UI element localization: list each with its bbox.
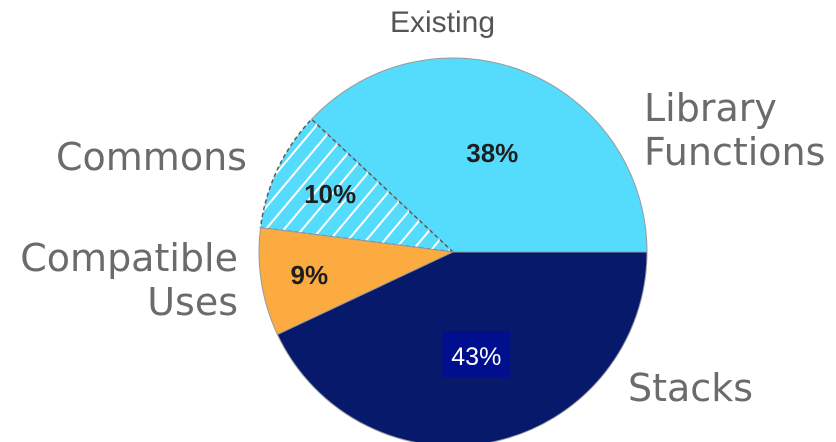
- slice-label-line: Uses: [147, 280, 238, 324]
- pie-slice-library-functions: [310, 57, 648, 253]
- slice-label-commons: Commons: [56, 135, 247, 179]
- slice-label-line: Functions: [644, 130, 826, 174]
- slice-label-stacks: Stacks: [628, 366, 753, 410]
- pie-slice-compatible-uses: [258, 227, 455, 336]
- pie-value-labels: 38% 10% 9% 43%: [291, 138, 518, 378]
- value-label-stacks: 43%: [451, 343, 501, 371]
- group-label-existing: Existing: [390, 6, 496, 39]
- slice-label-line: Commons: [56, 135, 247, 179]
- value-label-commons: 10%: [304, 179, 356, 209]
- pie-slice-commons: [259, 118, 456, 254]
- slice-label-line: Stacks: [628, 366, 754, 410]
- slice-label-line: Library: [644, 86, 777, 130]
- value-label-library-functions: 38%: [466, 138, 518, 168]
- pie-slices: [258, 57, 648, 442]
- slice-label-compatible-uses: Compatible Uses: [20, 236, 238, 324]
- value-label-compatible-uses: 9%: [291, 260, 329, 290]
- value-label-box-stacks: [442, 331, 511, 378]
- slice-label-library-functions: Library Functions: [644, 86, 825, 174]
- slice-label-line: Compatible: [20, 236, 238, 280]
